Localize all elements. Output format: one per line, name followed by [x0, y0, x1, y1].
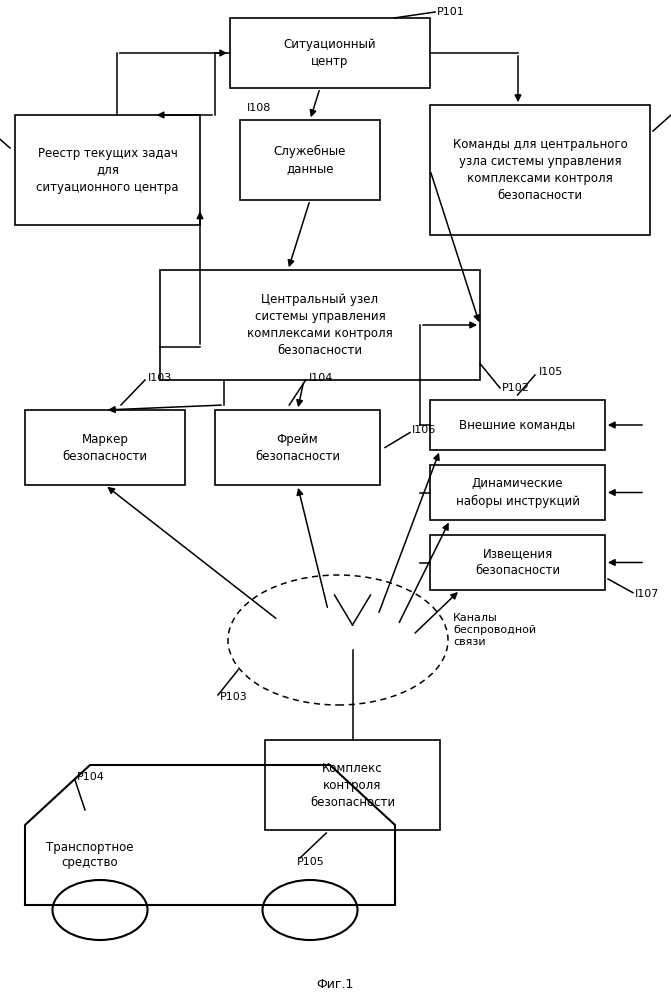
Text: Транспортное
средство: Транспортное средство — [46, 841, 134, 869]
Text: P101: P101 — [437, 7, 465, 17]
Text: Маркер
безопасности: Маркер безопасности — [62, 432, 148, 462]
Text: I107: I107 — [635, 589, 660, 599]
Text: P102: P102 — [502, 383, 530, 393]
Text: Реестр текущих задач
для
ситуационного центра: Реестр текущих задач для ситуационного ц… — [36, 146, 178, 194]
Text: I104: I104 — [309, 373, 333, 383]
Text: Центральный узел
системы управления
комплексами контроля
безопасности: Центральный узел системы управления комп… — [247, 293, 393, 357]
Text: Извещения
безопасности: Извещения безопасности — [475, 548, 560, 578]
Bar — [240, 120, 380, 200]
Text: P105: P105 — [297, 857, 324, 867]
Bar — [265, 740, 440, 830]
Text: P103: P103 — [220, 692, 248, 702]
Bar — [430, 535, 605, 590]
Text: Ситуационный
центр: Ситуационный центр — [284, 38, 376, 68]
Text: I103: I103 — [148, 373, 172, 383]
Text: Фрейм
безопасности: Фрейм безопасности — [255, 432, 340, 462]
Bar — [25, 410, 185, 485]
Text: I108: I108 — [247, 103, 271, 113]
Bar — [160, 270, 480, 380]
Text: Каналы
беспроводной
связи: Каналы беспроводной связи — [453, 613, 536, 647]
Text: I106: I106 — [412, 425, 436, 435]
Text: Команды для центрального
узла системы управления
комплексами контроля
безопаснос: Команды для центрального узла системы уп… — [453, 138, 627, 202]
Text: Служебные
данные: Служебные данные — [274, 145, 346, 175]
Text: Комплекс
контроля
безопасности: Комплекс контроля безопасности — [310, 762, 395, 808]
Bar — [15, 115, 200, 225]
Bar — [430, 105, 650, 235]
Text: Динамические
наборы инструкций: Динамические наборы инструкций — [456, 477, 580, 508]
Bar — [430, 465, 605, 520]
Text: P104: P104 — [77, 772, 105, 782]
Text: Внешние команды: Внешние команды — [460, 418, 576, 432]
Bar — [430, 400, 605, 450]
Text: I105: I105 — [539, 367, 563, 377]
Bar — [215, 410, 380, 485]
Text: Фиг.1: Фиг.1 — [316, 978, 354, 992]
Bar — [230, 18, 430, 88]
